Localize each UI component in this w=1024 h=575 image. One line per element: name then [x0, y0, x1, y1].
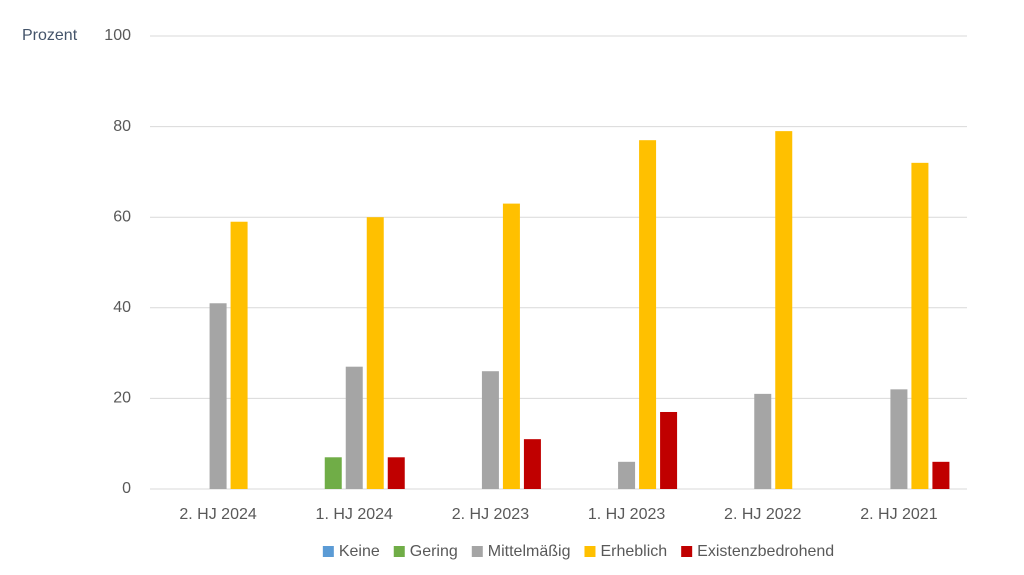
y-tick-label: 80: [113, 118, 131, 135]
x-tick-label: 2. HJ 2022: [724, 506, 801, 523]
y-tick-label: 100: [104, 27, 131, 44]
bar: [324, 457, 342, 489]
bar: [366, 217, 384, 489]
bar: [754, 393, 772, 489]
bar: [230, 221, 248, 490]
legend-swatch: [584, 546, 596, 557]
legend-label: Keine: [339, 543, 380, 560]
bar: [481, 371, 499, 489]
bar: [523, 439, 541, 489]
legend-label: Gering: [410, 543, 458, 560]
bar: [911, 162, 929, 489]
bar: [775, 131, 793, 489]
bar: [345, 366, 363, 489]
legend-label: Mittelmäßig: [488, 543, 571, 560]
bar: [618, 461, 636, 489]
bar: [932, 461, 950, 489]
x-tick-label: 2. HJ 2024: [179, 506, 256, 523]
legend-swatch: [681, 546, 693, 557]
y-tick-label: 60: [113, 208, 131, 225]
y-tick-label: 0: [122, 480, 131, 497]
bar: [209, 303, 227, 489]
legend-label: Erheblich: [600, 543, 667, 560]
bar: [890, 389, 908, 489]
bar: [660, 411, 678, 489]
bar: [387, 457, 405, 489]
bar: [639, 140, 657, 489]
bar: [502, 203, 520, 490]
x-tick-label: 2. HJ 2021: [860, 506, 937, 523]
legend-swatch: [393, 546, 405, 557]
y-axis-label: Prozent: [22, 27, 78, 44]
legend-label: Existenzbedrohend: [697, 543, 834, 560]
y-tick-label: 20: [113, 390, 131, 407]
x-tick-label: 1. HJ 2023: [588, 506, 665, 523]
y-tick-label: 40: [113, 299, 131, 316]
legend-swatch: [322, 546, 334, 557]
legend-swatch: [471, 546, 483, 557]
x-tick-label: 2. HJ 2023: [452, 506, 529, 523]
x-tick-label: 1. HJ 2024: [316, 506, 393, 523]
